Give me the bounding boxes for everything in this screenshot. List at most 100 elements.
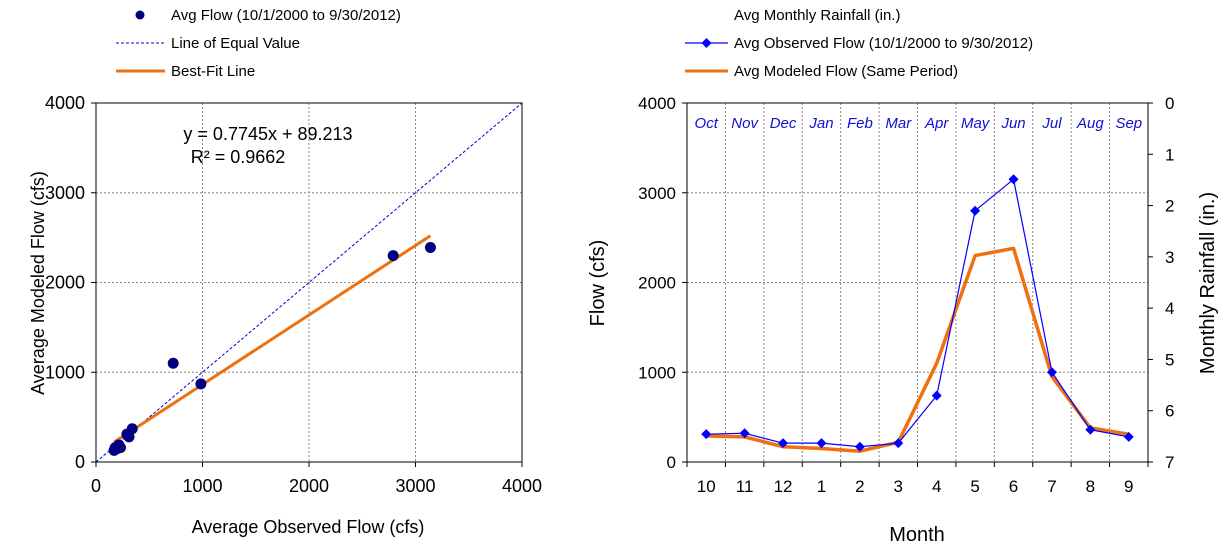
scatter-y-axis-label: Average Modeled Flow (cfs)	[28, 171, 48, 395]
modeled-flow-line	[706, 246, 1130, 453]
y-tick-label: 0	[667, 453, 676, 472]
observed-flow-line	[706, 178, 1129, 448]
x-tick-label: 4000	[502, 476, 542, 496]
legend-label-best-fit: Best-Fit Line	[171, 63, 255, 80]
equal-value-line	[95, 102, 523, 463]
x-tick-label: 7	[1047, 477, 1056, 496]
legend-marker-observed-flow	[701, 38, 712, 48]
scatter-point	[424, 241, 436, 253]
observed-flow-point	[854, 441, 865, 452]
month-name-label: Jul	[1041, 115, 1062, 132]
y-tick-label: 1000	[638, 363, 676, 382]
y-tick-label: 2000	[45, 273, 85, 293]
x-tick-label: 2	[855, 477, 864, 496]
month-name-label: Feb	[847, 115, 873, 132]
scatter-point	[387, 250, 399, 262]
legend-item-equal-value: Line of Equal Value	[116, 35, 300, 52]
scatter-chart: Avg Flow (10/1/2000 to 9/30/2012) Line o…	[28, 7, 542, 537]
hydrograph-y-axis-label: Flow (cfs)	[587, 240, 609, 327]
month-name-label: Oct	[695, 115, 719, 132]
y2-tick-label: 6	[1165, 402, 1174, 421]
hydrograph-gridlines	[687, 103, 1148, 462]
observed-flow-point	[701, 429, 712, 440]
scatter-x-axis-label: Average Observed Flow (cfs)	[192, 517, 425, 537]
month-name-label: Dec	[770, 115, 797, 132]
y2-tick-label: 3	[1165, 248, 1174, 267]
y-tick-label: 4000	[638, 94, 676, 113]
observed-flow-point	[970, 205, 981, 216]
legend-label-modeled-flow: Avg Modeled Flow (Same Period)	[734, 63, 958, 80]
observed-flow-point	[816, 438, 827, 449]
y2-tick-label: 5	[1165, 350, 1174, 369]
scatter-legend: Avg Flow (10/1/2000 to 9/30/2012) Line o…	[116, 7, 401, 80]
observed-flow-point	[931, 390, 942, 401]
legend-item-best-fit: Best-Fit Line	[116, 63, 255, 80]
scatter-point	[126, 423, 138, 435]
x-tick-label: 11	[736, 477, 754, 496]
scatter-point	[114, 442, 126, 454]
best-fit-line	[113, 234, 432, 444]
y2-tick-label: 1	[1165, 145, 1174, 164]
legend-marker-avg-flow	[135, 10, 145, 20]
r-squared-label: R² = 0.9662	[191, 147, 286, 167]
observed-flow-point	[739, 428, 750, 439]
observed-flow-point	[1123, 431, 1134, 442]
regression-equation: y = 0.7745x + 89.213	[183, 124, 352, 144]
x-tick-label: 1000	[182, 476, 222, 496]
hydrograph-x-axis-label: Month	[889, 524, 945, 546]
legend-item-avg-flow: Avg Flow (10/1/2000 to 9/30/2012)	[135, 7, 401, 24]
x-tick-label: 12	[774, 477, 793, 496]
month-name-label: Jun	[1000, 115, 1025, 132]
legend-item-modeled-flow: Avg Modeled Flow (Same Period)	[685, 63, 958, 80]
hydrograph-y2-axis-label: Monthly Rainfall (in.)	[1197, 192, 1219, 374]
scatter-series	[95, 102, 523, 463]
x-tick-label: 10	[697, 477, 716, 496]
y-tick-label: 3000	[638, 184, 676, 203]
y2-tick-label: 2	[1165, 197, 1174, 216]
legend-label-observed-flow: Avg Observed Flow (10/1/2000 to 9/30/201…	[734, 35, 1033, 52]
x-tick-label: 4	[932, 477, 941, 496]
y2-tick-label: 7	[1165, 453, 1174, 472]
x-tick-label: 3000	[395, 476, 435, 496]
hydrograph-chart: Avg Monthly Rainfall (in.) Avg Observed …	[587, 7, 1219, 546]
legend-item-observed-flow: Avg Observed Flow (10/1/2000 to 9/30/201…	[685, 35, 1033, 52]
x-tick-label: 6	[1009, 477, 1018, 496]
observed-flow-point	[778, 438, 789, 449]
x-tick-label: 0	[91, 476, 101, 496]
x-tick-label: 5	[970, 477, 979, 496]
scatter-point	[195, 378, 207, 390]
observed-flow-point	[1046, 367, 1057, 378]
observed-flow-point	[893, 438, 904, 449]
y2-tick-label: 0	[1165, 94, 1174, 113]
scatter-gridlines	[96, 103, 522, 462]
y2-tick-label: 4	[1165, 299, 1174, 318]
month-name-label: Jan	[808, 115, 833, 132]
observed-flow-point	[1008, 174, 1019, 185]
hydrograph-series	[701, 174, 1134, 453]
legend-item-rainfall: Avg Monthly Rainfall (in.)	[734, 7, 900, 24]
legend-label-avg-flow: Avg Flow (10/1/2000 to 9/30/2012)	[171, 7, 401, 24]
scatter-point	[167, 357, 179, 369]
y-tick-label: 2000	[638, 274, 676, 293]
x-tick-label: 9	[1124, 477, 1133, 496]
hydrograph-legend: Avg Monthly Rainfall (in.) Avg Observed …	[685, 7, 1033, 80]
month-name-label: Sep	[1115, 115, 1142, 132]
month-name-label: Aug	[1076, 115, 1104, 132]
scatter-tick-labels: 0 1000 2000 3000 4000 0 1000 2000 3000 4000	[45, 93, 542, 496]
x-tick-label: 1	[817, 477, 826, 496]
y-tick-label: 0	[75, 452, 85, 472]
month-name-label: Nov	[731, 115, 759, 132]
y-tick-label: 3000	[45, 183, 85, 203]
x-tick-label: 8	[1086, 477, 1095, 496]
x-tick-label: 2000	[289, 476, 329, 496]
y-tick-label: 1000	[45, 362, 85, 382]
legend-label-equal-value: Line of Equal Value	[171, 35, 300, 52]
legend-label-rainfall: Avg Monthly Rainfall (in.)	[734, 7, 900, 24]
month-name-label: Apr	[924, 115, 949, 132]
month-name-label: May	[961, 115, 991, 132]
x-tick-label: 3	[894, 477, 903, 496]
month-name-label: Mar	[885, 115, 912, 132]
observed-flow-point	[1085, 424, 1096, 435]
